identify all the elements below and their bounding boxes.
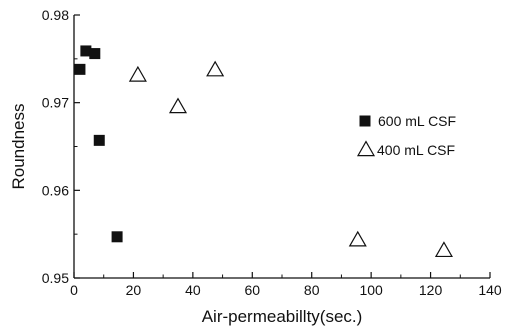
legend-label: 400 mL CSF — [377, 142, 455, 158]
x-axis-title: Air-permeabillty(sec.) — [202, 307, 363, 326]
data-point-square — [93, 134, 105, 146]
data-point-triangle — [348, 230, 367, 247]
data-point-triangle — [128, 65, 147, 82]
legend-marker — [356, 140, 376, 157]
y-tick-label: 0.96 — [42, 182, 69, 198]
x-tick-label: 120 — [419, 282, 443, 298]
ticks-layer: 0 20 40 60 80 100 120 140 0.95 0.96 0.97 0.98 — [42, 7, 502, 298]
data-point-triangle — [206, 60, 225, 77]
points-layer — [74, 45, 453, 258]
data-point-triangle — [434, 241, 453, 258]
data-point-square — [74, 63, 86, 75]
x-tick-label: 0 — [70, 282, 78, 298]
x-tick-label: 40 — [185, 282, 201, 298]
x-tick-label: 60 — [244, 282, 260, 298]
x-tick-label: 80 — [304, 282, 320, 298]
x-tick-label: 100 — [359, 282, 383, 298]
data-point-triangle — [168, 97, 188, 114]
legend: 600 mL CSF 400 mL CSF — [356, 113, 456, 158]
y-tick-label: 0.95 — [42, 270, 69, 286]
data-point-square — [80, 45, 92, 57]
y-axis-title: Roundness — [9, 103, 28, 189]
data-point-square — [111, 231, 123, 243]
y-tick-label: 0.97 — [42, 95, 69, 111]
y-tick-label: 0.98 — [42, 7, 69, 23]
data-point-square — [89, 48, 101, 60]
x-tick-label: 20 — [126, 282, 142, 298]
legend-marker — [359, 115, 371, 127]
x-tick-label: 140 — [478, 282, 502, 298]
legend-label: 600 mL CSF — [378, 113, 456, 129]
